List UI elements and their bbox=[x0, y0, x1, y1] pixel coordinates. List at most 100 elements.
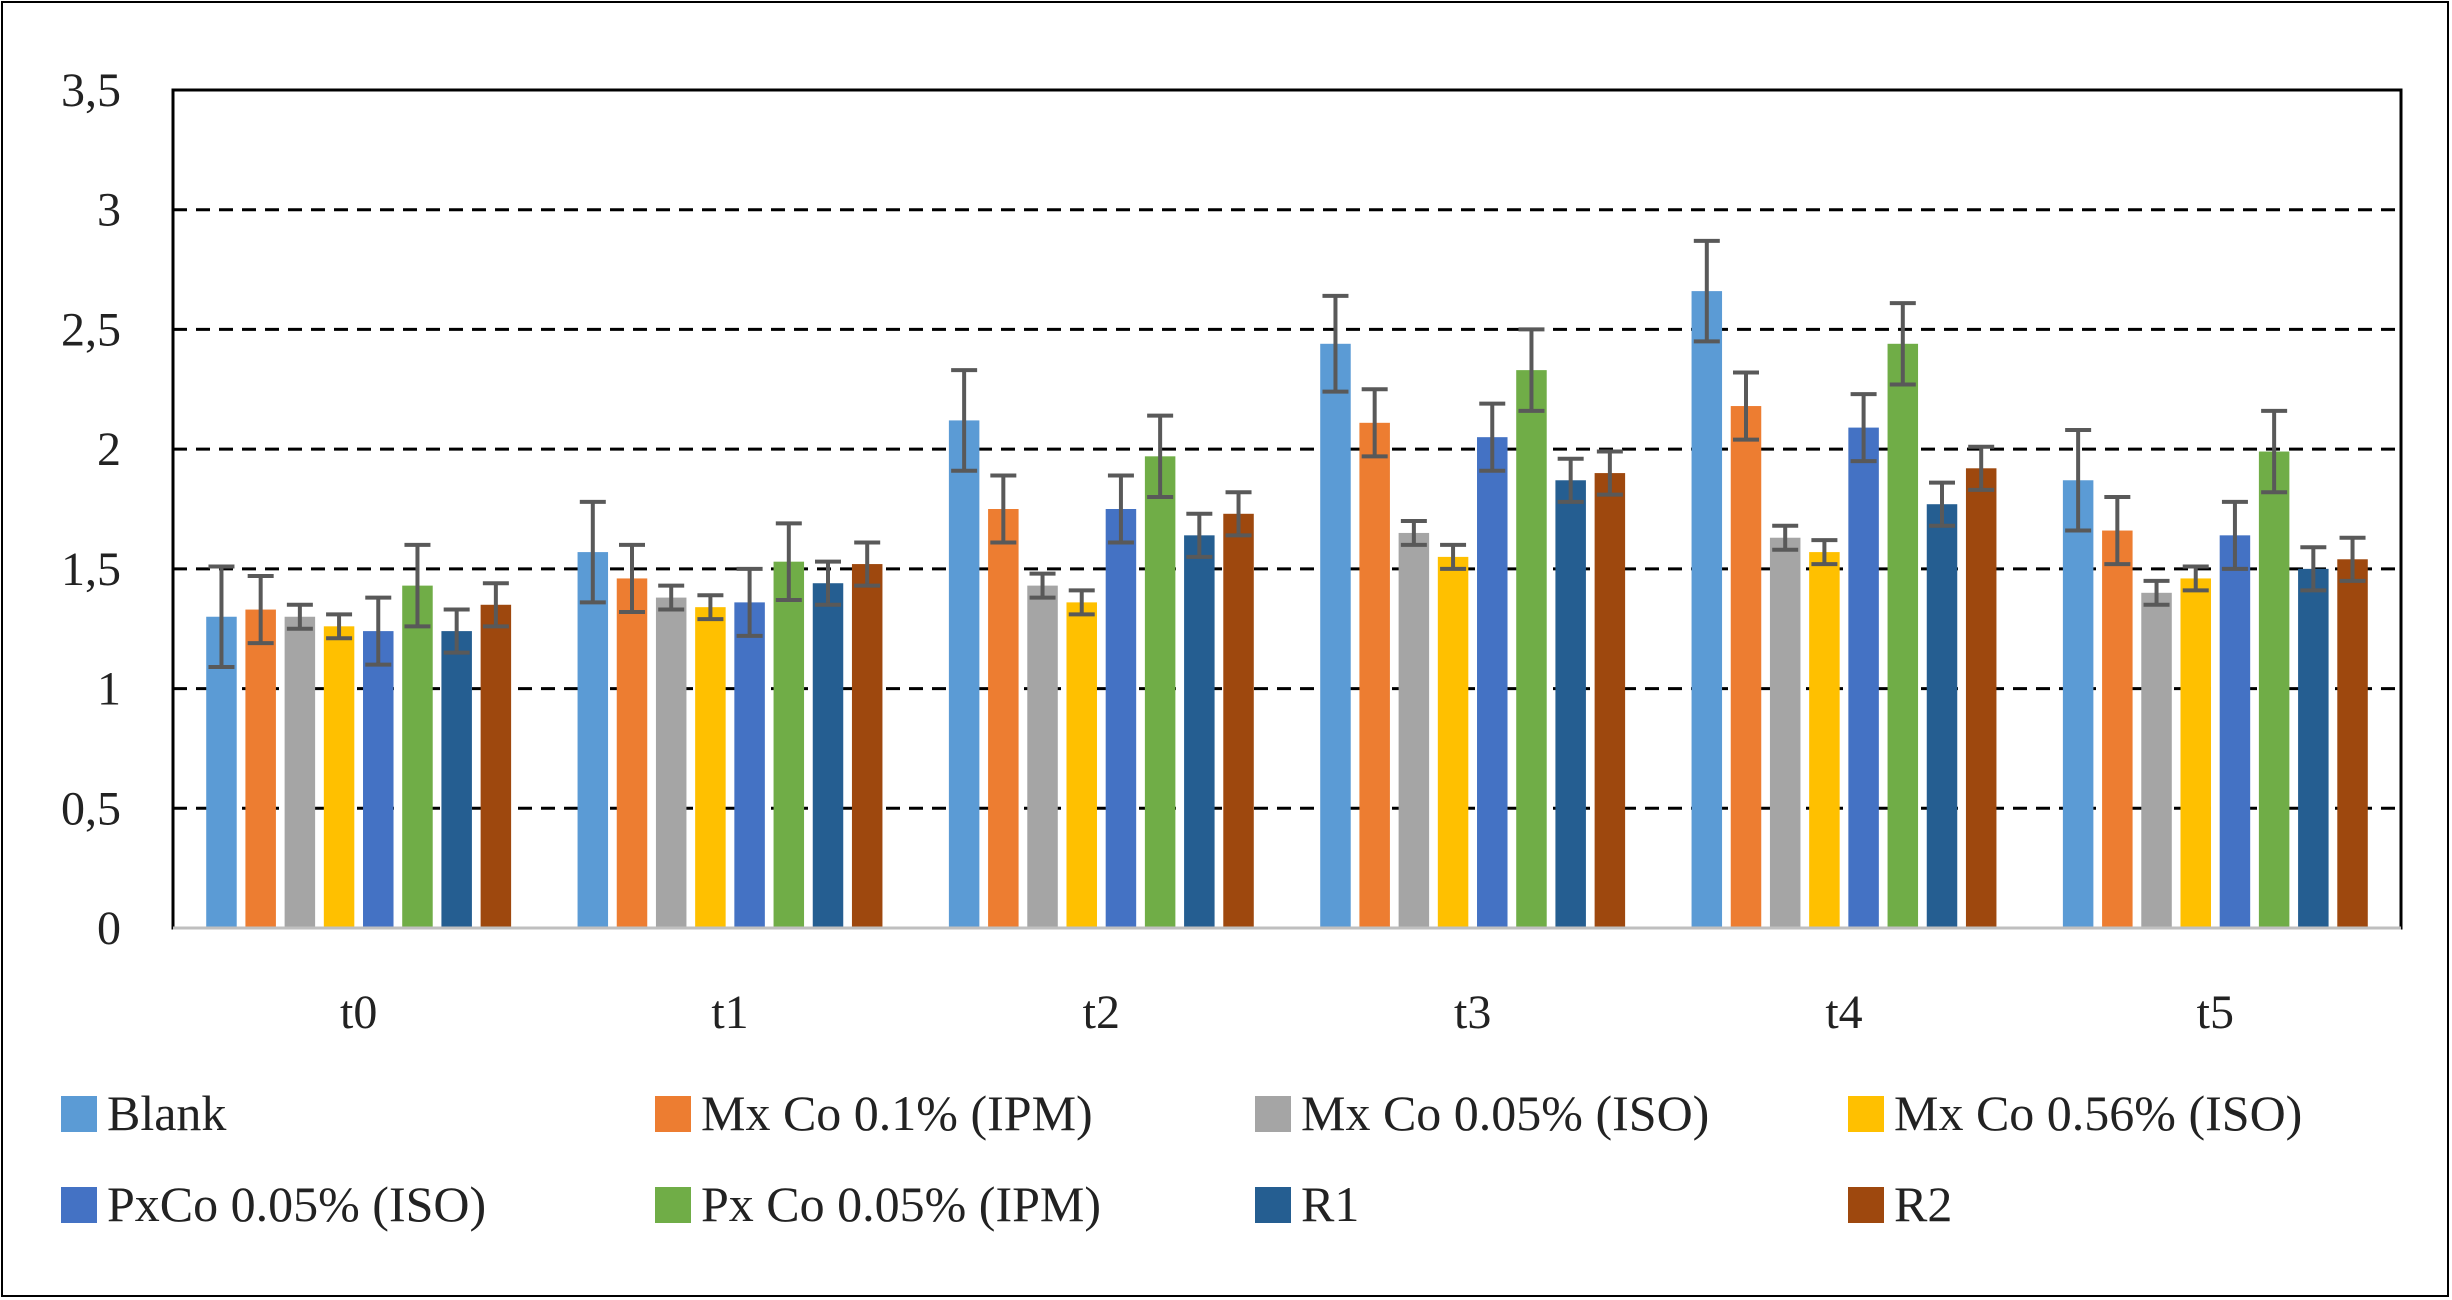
bar bbox=[1477, 437, 1508, 928]
error-bar bbox=[658, 583, 685, 612]
error-bar bbox=[2143, 578, 2170, 607]
bar-chart: 0 0,5 1 1,5 2 2,5 3 3,5 t0 t1 t2 t3 t4 t5 Blank Mx Co … bbox=[61, 64, 2403, 1232]
bar bbox=[1730, 406, 1762, 928]
error-bar bbox=[1596, 449, 1623, 497]
error-bar bbox=[326, 612, 353, 641]
legend-swatch bbox=[61, 1096, 97, 1132]
bar bbox=[695, 607, 726, 928]
error-bar bbox=[2221, 499, 2248, 571]
bar bbox=[284, 616, 316, 928]
x-category-label: t0 bbox=[340, 986, 377, 1039]
bar bbox=[851, 564, 883, 928]
legend-swatch bbox=[1848, 1187, 1884, 1223]
legend-swatch bbox=[1848, 1096, 1884, 1132]
y-tick-label: 2,5 bbox=[61, 303, 121, 356]
legend: Blank Mx Co 0.1% (IPM) Mx Co 0.05% (ISO) Mx… bbox=[61, 1085, 2302, 1232]
bar bbox=[1691, 291, 1723, 928]
y-tick-label: 1,5 bbox=[61, 543, 121, 596]
x-category-label: t2 bbox=[1083, 986, 1120, 1039]
bar bbox=[1809, 552, 1840, 928]
y-tick-label: 3 bbox=[97, 184, 121, 237]
error-bar bbox=[2339, 535, 2366, 583]
error-bar bbox=[482, 581, 509, 629]
error-bar bbox=[1400, 518, 1427, 547]
bar bbox=[1769, 537, 1801, 928]
legend-label: R1 bbox=[1301, 1176, 1359, 1232]
legend-swatch bbox=[1255, 1096, 1291, 1132]
bar bbox=[577, 552, 609, 928]
bar bbox=[1516, 370, 1547, 928]
bar bbox=[2337, 559, 2368, 928]
error-bar bbox=[990, 473, 1017, 545]
legend-label: Mx Co 0.56% (ISO) bbox=[1894, 1085, 2302, 1141]
bar bbox=[1965, 468, 1997, 928]
bar bbox=[1926, 504, 1958, 928]
bar bbox=[616, 578, 648, 928]
bar bbox=[2141, 592, 2172, 928]
bar bbox=[1066, 602, 1097, 928]
error-bar bbox=[247, 574, 274, 646]
error-bar bbox=[775, 521, 802, 602]
error-bar bbox=[1811, 538, 1838, 567]
legend-swatch bbox=[655, 1096, 691, 1132]
legend-swatch bbox=[655, 1187, 691, 1223]
bar bbox=[245, 609, 276, 928]
bar bbox=[1848, 427, 1879, 928]
error-bar bbox=[579, 499, 606, 605]
bar bbox=[441, 631, 472, 928]
legend-label: PxCo 0.05% (ISO) bbox=[107, 1176, 486, 1232]
error-bar bbox=[1361, 387, 1388, 459]
error-bar bbox=[208, 564, 235, 670]
error-bar bbox=[1107, 473, 1134, 545]
gridlines bbox=[173, 208, 2401, 810]
bar bbox=[773, 561, 805, 928]
bar bbox=[812, 583, 844, 928]
error-bar bbox=[1440, 542, 1467, 571]
legend-swatch bbox=[61, 1187, 97, 1223]
legend-label: Mx Co 0.1% (IPM) bbox=[701, 1085, 1093, 1141]
error-bar bbox=[2300, 545, 2327, 593]
x-category-label: t1 bbox=[711, 986, 748, 1039]
bar bbox=[1437, 556, 1469, 928]
error-bar bbox=[443, 607, 470, 655]
error-bar bbox=[1186, 511, 1213, 559]
error-bar bbox=[1518, 327, 1545, 413]
error-bar bbox=[1733, 370, 1759, 442]
error-bar bbox=[286, 602, 313, 631]
bar bbox=[1184, 535, 1215, 928]
error-bar bbox=[2182, 564, 2209, 593]
y-tick-label: 0 bbox=[97, 902, 121, 955]
legend-swatch bbox=[1255, 1187, 1291, 1223]
x-category-label: t3 bbox=[1454, 986, 1491, 1039]
error-bar bbox=[2261, 408, 2288, 495]
bar bbox=[323, 626, 355, 928]
error-bar bbox=[404, 542, 431, 629]
bar bbox=[1144, 456, 1176, 928]
bar bbox=[948, 420, 980, 928]
error-bar bbox=[1929, 480, 1955, 528]
bar bbox=[988, 509, 1019, 928]
error-bar bbox=[1029, 571, 1056, 600]
bar bbox=[2102, 530, 2133, 928]
bar bbox=[2298, 568, 2329, 928]
bar bbox=[1594, 473, 1626, 928]
x-category-label: t5 bbox=[2197, 986, 2234, 1039]
error-bar bbox=[1479, 401, 1506, 473]
bar bbox=[2258, 451, 2290, 928]
error-bar bbox=[1889, 301, 1916, 387]
legend-label: R2 bbox=[1894, 1176, 1952, 1232]
y-tick-label: 2 bbox=[97, 423, 121, 476]
error-bar bbox=[1968, 444, 1995, 492]
bar bbox=[734, 602, 765, 928]
error-bar bbox=[1147, 413, 1174, 500]
error-bar bbox=[2065, 427, 2092, 533]
error-bar bbox=[1322, 293, 1349, 394]
bar bbox=[1398, 532, 1430, 928]
legend-label: Blank bbox=[107, 1085, 226, 1141]
error-bar bbox=[1068, 588, 1095, 617]
bar bbox=[480, 604, 512, 928]
error-bar bbox=[1850, 392, 1877, 464]
bar bbox=[2219, 535, 2251, 928]
error-bar bbox=[1772, 523, 1799, 552]
